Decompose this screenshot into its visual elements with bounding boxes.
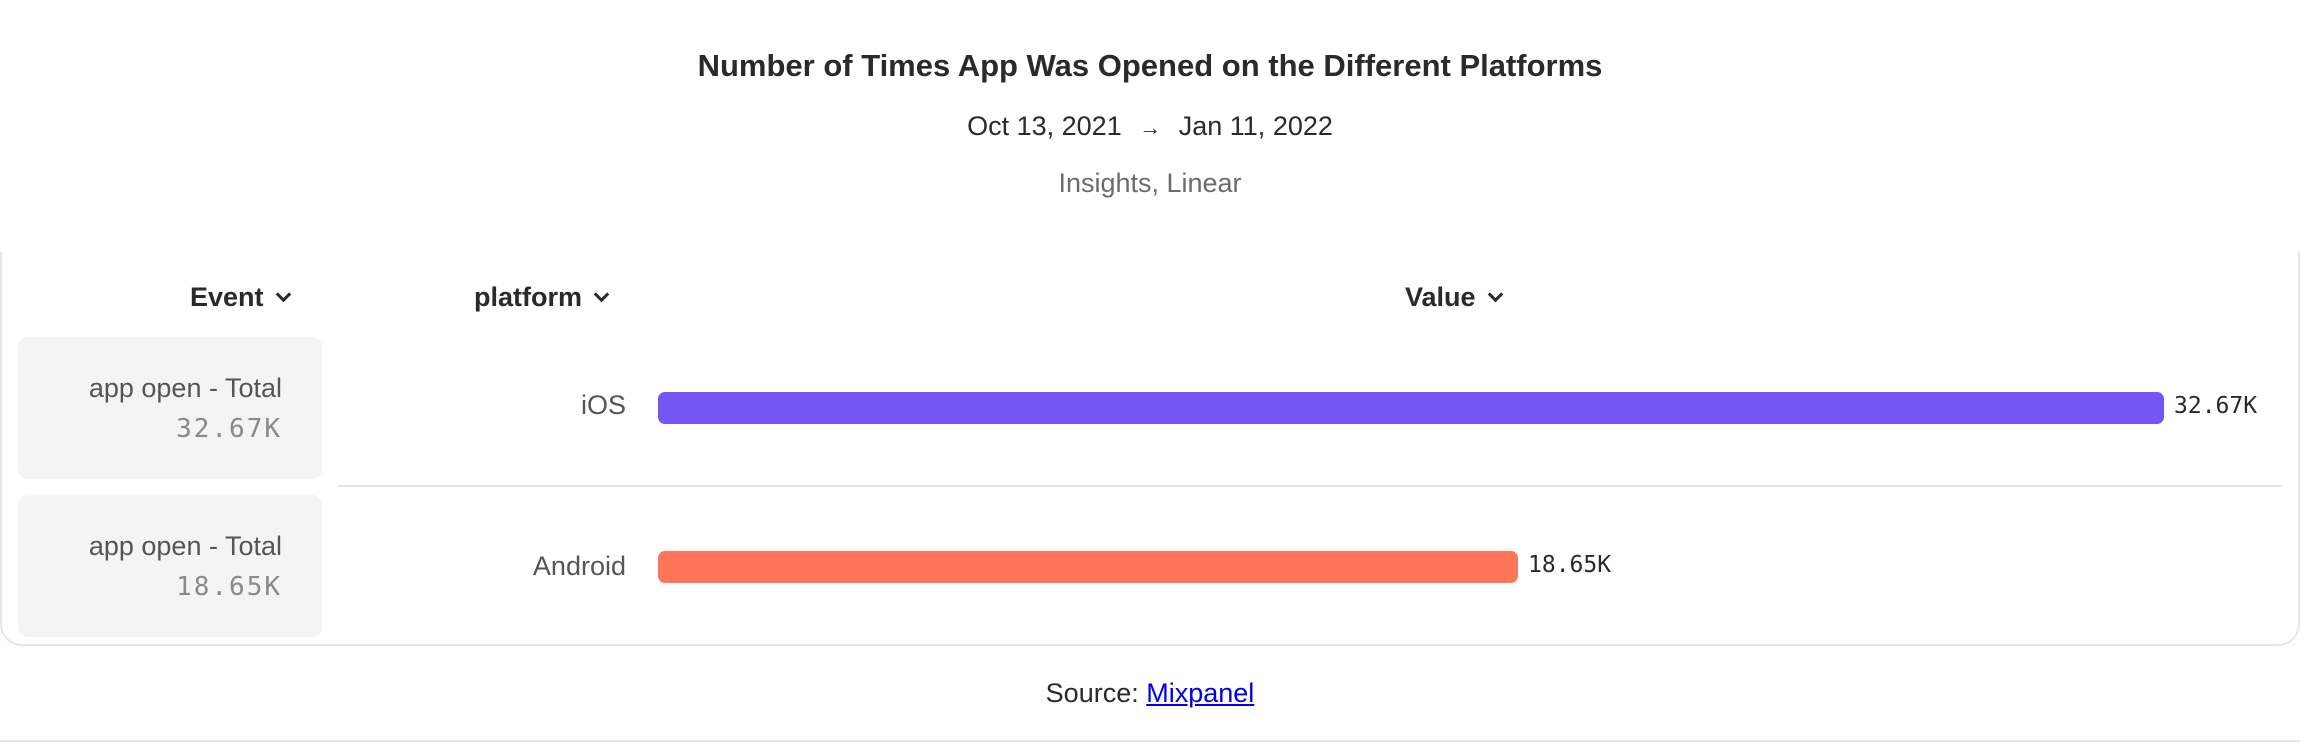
- event-card: app open - Total 18.65K: [18, 495, 322, 637]
- column-header-value-label: Value: [1405, 282, 1476, 312]
- event-name: app open - Total: [88, 373, 282, 403]
- bar-ios[interactable]: [658, 392, 2164, 424]
- date-end: Jan 11, 2022: [1178, 111, 1333, 141]
- data-label-android: 18.65K: [1528, 552, 1612, 578]
- chevron-down-icon: [1487, 286, 1503, 303]
- event-total: 18.65K: [176, 572, 282, 602]
- column-header-platform-label: platform: [474, 282, 582, 312]
- column-header-platform[interactable]: platform: [474, 282, 610, 313]
- source-link[interactable]: Mixpanel: [1146, 678, 1255, 708]
- category-label-android: Android: [532, 551, 626, 581]
- column-header-value[interactable]: Value: [1405, 282, 1503, 313]
- event-card: app open - Total 32.67K: [18, 337, 322, 479]
- source-label: Source:: [1045, 678, 1139, 708]
- source-line: Source: Mixpanel: [0, 678, 2300, 709]
- chevron-down-icon: [593, 286, 610, 303]
- data-label-ios: 32.67K: [2174, 393, 2258, 419]
- column-header-event-label: Event: [190, 282, 264, 312]
- event-name: app open - Total: [88, 531, 282, 561]
- date-start: Oct 13, 2021: [967, 111, 1122, 141]
- chart-title: Number of Times App Was Opened on the Di…: [697, 48, 1603, 83]
- event-total: 32.67K: [176, 414, 282, 444]
- date-range: Oct 13, 2021 → Jan 11, 2022: [0, 111, 2300, 142]
- bottom-divider: [0, 740, 2300, 742]
- chevron-down-icon: [275, 286, 291, 303]
- chart-panel: [0, 252, 2300, 646]
- column-header-event[interactable]: Event: [190, 282, 291, 313]
- category-label-ios: iOS: [580, 390, 626, 420]
- arrow-right-icon: →: [1139, 115, 1162, 140]
- report-meta: Insights, Linear: [1058, 168, 1242, 198]
- bar-android[interactable]: [658, 551, 1518, 583]
- row-divider: [338, 485, 2282, 487]
